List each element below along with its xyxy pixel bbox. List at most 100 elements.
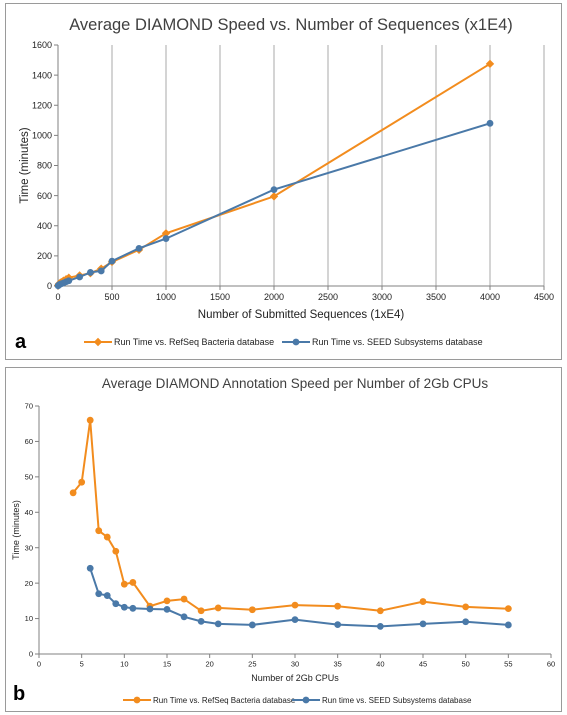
x-tick-label: 3000 (372, 292, 392, 302)
data-point (120, 580, 128, 588)
x-tick-labels: 0 500 1000 1500 2000 2500 3000 3500 4000 4500 (55, 286, 554, 302)
data-point (69, 489, 77, 497)
x-tick-label: 3500 (426, 292, 446, 302)
data-point (334, 621, 342, 628)
legend-entry: Run Time vs. SEED Subsystems database (312, 337, 483, 347)
y-tick-label: 0 (47, 281, 52, 291)
data-point (504, 605, 512, 613)
data-point (214, 604, 222, 612)
data-point (97, 267, 105, 275)
chart-a-svg: Average DIAMOND Speed vs. Number of Sequ… (15, 16, 554, 353)
data-point (163, 597, 171, 605)
data-point (376, 622, 384, 630)
data-point (86, 564, 94, 572)
data-point (462, 618, 470, 626)
chart-title: Average DIAMOND Speed vs. Number of Sequ… (69, 16, 513, 34)
data-point (103, 592, 111, 599)
data-point (65, 277, 73, 285)
y-tick-label: 60 (25, 437, 33, 446)
data-point (248, 606, 256, 614)
y-tick-label: 1200 (32, 100, 52, 110)
legend-swatch-marker (292, 338, 300, 346)
x-tick-label: 1000 (156, 292, 176, 302)
chart-panel-b: Average DIAMOND Annotation Speed per Num… (5, 367, 562, 712)
y-tick-label: 800 (37, 161, 52, 171)
data-point (87, 269, 94, 276)
data-point (485, 59, 495, 69)
data-point (180, 613, 188, 621)
y-tick-label: 70 (25, 402, 33, 411)
y-tick-label: 0 (29, 650, 33, 659)
legend-entry: Run Time vs. RefSeq Bacteria database (153, 696, 296, 705)
data-point (146, 605, 154, 613)
panel-label: b (13, 683, 25, 705)
grid-lines (111, 45, 545, 286)
y-tick-label: 20 (25, 579, 33, 588)
chart-b-svg: Average DIAMOND Annotation Speed per Num… (11, 376, 555, 705)
x-tick-label: 20 (205, 660, 213, 669)
series-0 (69, 416, 512, 615)
chart-title: Average DIAMOND Annotation Speed per Num… (102, 376, 488, 391)
x-tick-label: 0 (55, 292, 60, 302)
x-tick-labels: 0 5 10 15 20 25 30 35 40 45 50 55 60 (37, 654, 555, 669)
x-tick-label: 5 (80, 660, 84, 669)
data-point (129, 604, 137, 612)
y-tick-label: 30 (25, 543, 33, 552)
legend-swatch-marker (133, 696, 141, 704)
legend-swatch-marker (302, 696, 310, 704)
y-tick-label: 200 (37, 251, 52, 261)
data-point (291, 601, 299, 609)
x-tick-label: 10 (120, 660, 128, 669)
data-point (163, 605, 171, 613)
y-tick-labels: 0 10 20 30 40 50 60 70 (25, 402, 39, 659)
y-tick-label: 1600 (32, 40, 52, 50)
data-point (419, 620, 427, 628)
data-point (135, 244, 143, 252)
series-line (72, 420, 509, 612)
data-point (214, 620, 222, 628)
data-point (197, 607, 205, 615)
legend-swatch-marker (93, 337, 103, 347)
x-tick-label: 30 (291, 660, 299, 669)
y-tick-label: 40 (25, 508, 33, 517)
data-point (197, 618, 205, 625)
data-point (248, 621, 256, 629)
x-tick-label: 0 (37, 660, 41, 669)
data-point (103, 533, 111, 541)
panel-label: a (15, 331, 27, 353)
series-line (89, 567, 509, 628)
x-tick-label: 500 (104, 292, 119, 302)
x-tick-label: 1500 (210, 292, 230, 302)
legend-entry: Run time vs. SEED Subsystems database (322, 696, 472, 705)
x-axis-label: Number of Submitted Sequences (1xE4) (198, 309, 405, 321)
data-point (504, 621, 512, 629)
data-point (376, 607, 384, 615)
x-tick-label: 2500 (318, 292, 338, 302)
x-tick-label: 45 (419, 660, 427, 669)
y-tick-label: 10 (25, 614, 33, 623)
data-point (112, 547, 120, 555)
data-point (162, 235, 170, 242)
data-point (334, 602, 342, 610)
x-tick-label: 2000 (264, 292, 284, 302)
x-tick-label: 60 (547, 660, 555, 669)
legend: Run Time vs. RefSeq Bacteria database Run… (123, 696, 472, 705)
data-point (86, 416, 94, 424)
series-1 (86, 564, 512, 630)
y-tick-label: 1400 (32, 70, 52, 80)
data-point (419, 598, 427, 605)
x-tick-label: 4000 (480, 292, 500, 302)
data-point (486, 119, 494, 127)
data-point (108, 257, 116, 265)
data-point (180, 595, 188, 603)
y-tick-label: 1000 (32, 131, 52, 141)
x-tick-label: 25 (248, 660, 256, 669)
data-point (95, 527, 103, 535)
chart-panel-a: Average DIAMOND Speed vs. Number of Sequ… (5, 3, 562, 360)
data-point (291, 616, 299, 624)
data-point (78, 478, 86, 486)
data-point (76, 273, 83, 281)
data-point (129, 579, 137, 586)
data-point (462, 603, 470, 611)
x-tick-label: 40 (376, 660, 384, 669)
